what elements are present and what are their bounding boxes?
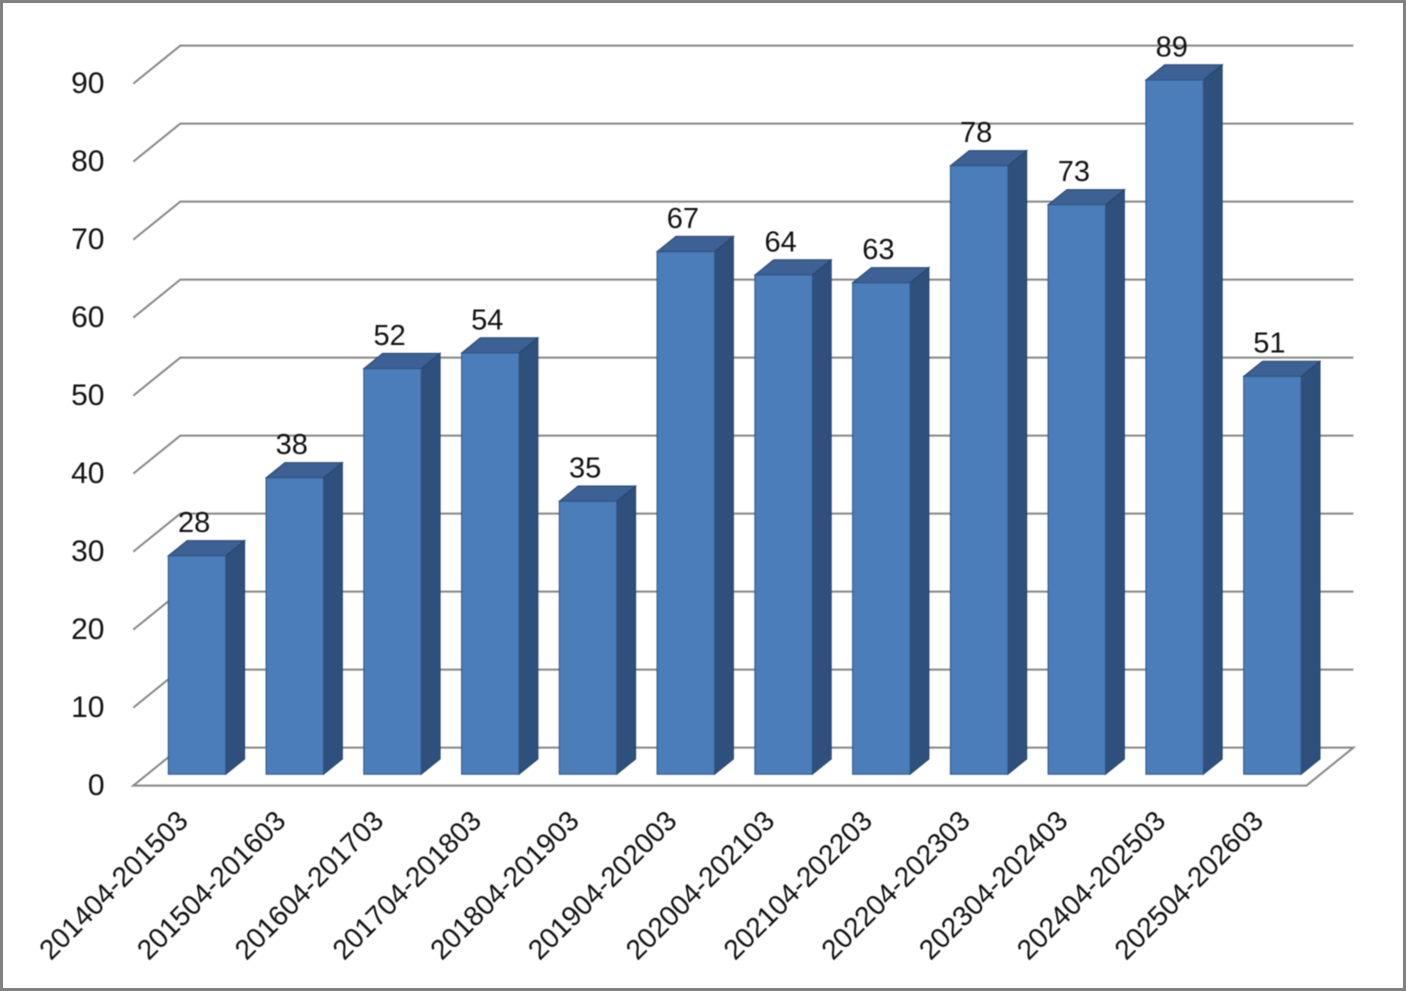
svg-text:28: 28 <box>178 507 210 539</box>
svg-text:40: 40 <box>71 457 104 490</box>
svg-text:0: 0 <box>88 769 105 802</box>
svg-text:63: 63 <box>862 234 894 266</box>
svg-text:67: 67 <box>667 203 699 235</box>
svg-text:50: 50 <box>71 379 104 412</box>
svg-text:89: 89 <box>1156 31 1188 63</box>
svg-text:54: 54 <box>471 304 503 336</box>
svg-text:80: 80 <box>71 145 104 178</box>
svg-text:52: 52 <box>373 320 405 352</box>
svg-text:51: 51 <box>1253 328 1285 360</box>
svg-text:60: 60 <box>71 301 104 334</box>
svg-text:90: 90 <box>71 67 104 100</box>
svg-text:10: 10 <box>71 691 104 724</box>
svg-text:38: 38 <box>276 429 308 461</box>
svg-text:20: 20 <box>71 613 104 646</box>
svg-text:73: 73 <box>1058 156 1090 188</box>
svg-text:70: 70 <box>71 223 104 256</box>
svg-text:35: 35 <box>569 453 601 485</box>
svg-text:64: 64 <box>764 226 796 258</box>
svg-text:78: 78 <box>960 117 992 149</box>
svg-text:30: 30 <box>71 535 104 568</box>
